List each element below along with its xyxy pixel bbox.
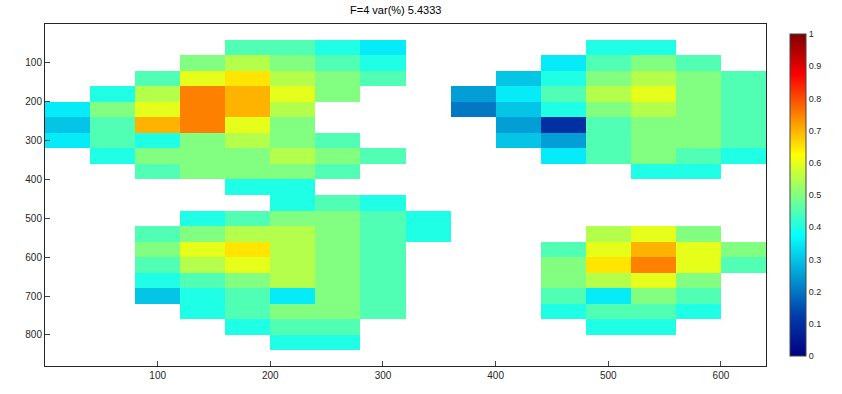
svg-text:F=4 var(%) 5.4333: F=4 var(%) 5.4333 bbox=[350, 4, 441, 16]
svg-text:0.5: 0.5 bbox=[809, 190, 822, 200]
svg-text:0.6: 0.6 bbox=[809, 158, 822, 168]
svg-text:200: 200 bbox=[25, 96, 42, 107]
svg-text:300: 300 bbox=[25, 135, 42, 146]
svg-text:0.2: 0.2 bbox=[809, 287, 822, 297]
svg-text:700: 700 bbox=[25, 291, 42, 302]
svg-text:0.7: 0.7 bbox=[809, 126, 822, 136]
svg-text:0.9: 0.9 bbox=[809, 61, 822, 71]
svg-text:500: 500 bbox=[600, 370, 617, 381]
svg-text:100: 100 bbox=[25, 57, 42, 68]
svg-text:200: 200 bbox=[262, 370, 279, 381]
svg-text:100: 100 bbox=[149, 370, 166, 381]
svg-text:500: 500 bbox=[25, 213, 42, 224]
svg-text:0.1: 0.1 bbox=[809, 319, 822, 329]
svg-text:300: 300 bbox=[375, 370, 392, 381]
svg-text:0.3: 0.3 bbox=[809, 255, 822, 265]
svg-text:800: 800 bbox=[25, 329, 42, 340]
svg-text:600: 600 bbox=[713, 370, 730, 381]
svg-text:0.8: 0.8 bbox=[809, 94, 822, 104]
svg-text:0: 0 bbox=[809, 351, 814, 361]
svg-text:1: 1 bbox=[809, 29, 814, 39]
svg-text:0.4: 0.4 bbox=[809, 222, 822, 232]
svg-text:600: 600 bbox=[25, 252, 42, 263]
svg-text:400: 400 bbox=[25, 174, 42, 185]
svg-text:400: 400 bbox=[487, 370, 504, 381]
